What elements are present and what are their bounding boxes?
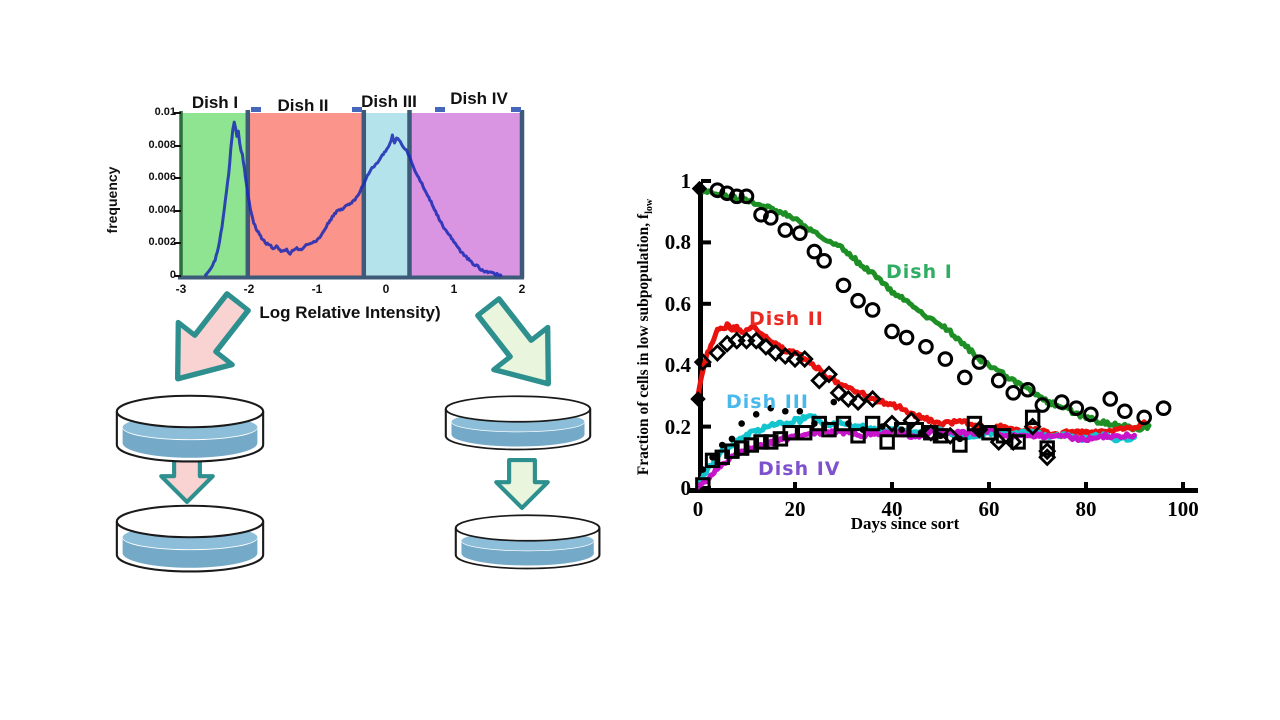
histogram-ytick: 0 xyxy=(169,269,176,281)
line-chart-x-axis-title: Days since sort xyxy=(850,514,960,533)
line-chart-xtick: 40 xyxy=(881,497,903,521)
histogram-ytick: 0.01 xyxy=(154,106,176,118)
histogram-xtick: -1 xyxy=(311,282,323,296)
histogram-xtick: 2 xyxy=(518,282,526,296)
line-chart-y-axis-title: Fraction of cells in low subpopulation, … xyxy=(635,167,655,507)
legend-dish3: Dish III xyxy=(726,391,809,413)
legend-dish2: Dish II xyxy=(749,308,824,330)
histogram-regions xyxy=(181,113,522,276)
line-chart-ytick: 0.8 xyxy=(664,230,691,254)
histogram-ytick: 0.008 xyxy=(148,139,176,151)
line-chart-xtick: 80 xyxy=(1075,497,1097,521)
histogram-region-label-dish3: Dish III xyxy=(361,92,417,111)
histogram-region-label-dish4: Dish IV xyxy=(450,89,508,108)
histogram-ytick: 0.002 xyxy=(148,236,176,248)
histogram-x-axis-title: Log Relative Intensity) xyxy=(259,303,441,322)
big-arrow-down-right-icon xyxy=(475,296,552,387)
petri-dish-left-bottom xyxy=(115,504,265,573)
histogram-xtick: -3 xyxy=(175,282,187,296)
small-arrow-down-green-icon xyxy=(494,458,550,510)
line-chart-ytick: 0.4 xyxy=(664,353,691,377)
histogram-xtick: 1 xyxy=(450,282,458,296)
petri-dish-right-top xyxy=(444,395,592,451)
petri-dish-left-top xyxy=(115,394,265,463)
histogram-y-axis-title: frequency xyxy=(104,166,120,234)
y-axis-title-subscript: low xyxy=(644,198,656,214)
markers-open-circle-dish-i xyxy=(709,182,1172,426)
line-chart-ytick: 0.2 xyxy=(664,415,691,439)
histogram-region-label-dish2: Dish II xyxy=(277,96,329,115)
line-chart-xtick: 20 xyxy=(784,497,806,521)
petri-dish-right-bottom xyxy=(454,514,601,570)
line-chart-ytick: 0 xyxy=(680,476,692,500)
line-chart-ytick: 1 xyxy=(680,169,692,193)
histogram-ytick: 0.006 xyxy=(148,171,176,183)
histogram-xtick: 0 xyxy=(382,282,390,296)
line-chart-ytick: 0.6 xyxy=(664,292,691,316)
markers-open-square-dish-iv xyxy=(695,409,1055,493)
line-chart-xtick: 0 xyxy=(692,497,704,521)
histogram-curve xyxy=(203,120,503,278)
line-chart-xtick: 60 xyxy=(978,497,1000,521)
histogram-xtick: -2 xyxy=(243,282,255,296)
big-arrow-down-left-icon xyxy=(174,291,251,382)
histogram-ytick: 0.004 xyxy=(148,204,176,216)
line-chart-markers xyxy=(690,180,1172,493)
legend-dish4: Dish IV xyxy=(758,458,841,480)
line-chart-xtick: 100 xyxy=(1167,497,1199,521)
histogram-region-label-dish1: Dish I xyxy=(191,93,239,112)
legend-dish1: Dish I xyxy=(886,261,953,283)
